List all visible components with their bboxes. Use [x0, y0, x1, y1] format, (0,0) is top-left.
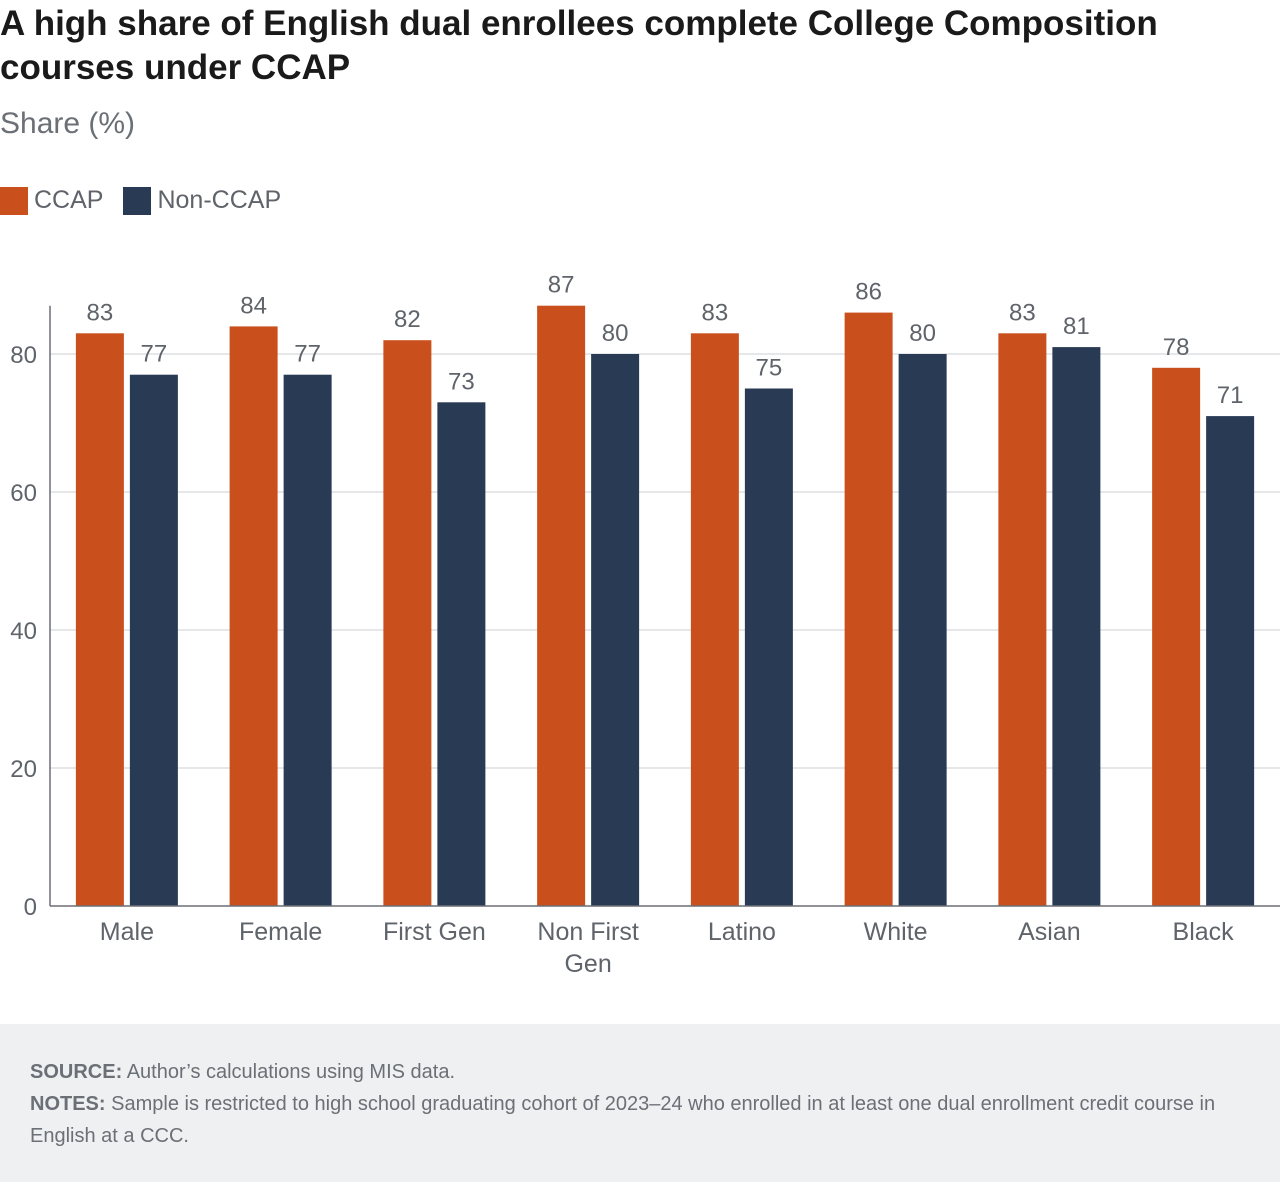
- notes-line: NOTES: Sample is restricted to high scho…: [30, 1088, 1250, 1152]
- source-line: SOURCE: Author’s calculations using MIS …: [30, 1056, 1250, 1088]
- bar-ccap-asian: [998, 333, 1047, 906]
- legend-item-ccap: CCAP: [0, 186, 103, 215]
- x-tick-label-black: Black: [1173, 918, 1235, 946]
- x-tick-label-white: White: [864, 918, 928, 946]
- data-label-ccap-first-gen: 82: [394, 306, 421, 333]
- data-label-non-ccap-male: 77: [141, 341, 168, 368]
- bar-ccap-white: [844, 312, 893, 907]
- y-tick-label-40: 40: [10, 618, 37, 645]
- data-label-ccap-female: 84: [240, 292, 267, 319]
- bar-non-ccap-asian: [1052, 347, 1101, 907]
- bar-ccap-non-first-gen: [537, 305, 586, 906]
- x-tick-label-first-gen: First Gen: [383, 918, 486, 946]
- legend-label-ccap: CCAP: [34, 186, 104, 214]
- x-tick-label-asian: Asian: [1018, 918, 1081, 946]
- y-tick-label-80: 80: [10, 342, 37, 369]
- data-label-non-ccap-first-gen: 73: [448, 368, 475, 395]
- data-label-ccap-non-first-gen: 87: [548, 272, 575, 299]
- data-label-ccap-asian: 83: [1009, 299, 1036, 326]
- legend-swatch-non-ccap: [123, 186, 152, 215]
- bar-ccap-female: [229, 326, 278, 906]
- legend-swatch-ccap: [0, 186, 28, 215]
- legend-item-non-ccap: Non-CCAP: [123, 186, 281, 215]
- data-label-non-ccap-latino: 75: [756, 355, 783, 382]
- x-tick-label-latino: Latino: [708, 918, 776, 946]
- x-tick-label-female: Female: [239, 918, 322, 946]
- chart-title: A high share of English dual enrollees c…: [0, 4, 1158, 87]
- bar-non-ccap-female: [283, 374, 332, 906]
- data-label-non-ccap-black: 71: [1217, 382, 1244, 409]
- x-tick-label-male: Male: [100, 918, 154, 946]
- bar-non-ccap-non-first-gen: [591, 354, 640, 906]
- legend: CCAP Non-CCAP: [0, 186, 301, 215]
- bar-ccap-male: [75, 333, 124, 906]
- y-tick-label-0: 0: [24, 894, 37, 921]
- bar-ccap-first-gen: [383, 340, 432, 906]
- y-tick-label-60: 60: [10, 480, 37, 507]
- data-label-ccap-white: 86: [855, 279, 882, 306]
- notes-label: NOTES:: [30, 1093, 106, 1115]
- data-label-non-ccap-white: 80: [909, 320, 936, 347]
- bar-non-ccap-first-gen: [437, 402, 486, 906]
- bar-non-ccap-male: [129, 374, 178, 906]
- footer: SOURCE: Author’s calculations using MIS …: [0, 1024, 1280, 1182]
- bar-non-ccap-white: [898, 354, 947, 906]
- bar-chart: 0 20 40 60 80 83 77 Male 84 77 Female 82 73 First Gen…: [10, 272, 1280, 978]
- data-label-ccap-male: 83: [87, 299, 114, 326]
- source-label: SOURCE:: [30, 1061, 123, 1083]
- data-label-ccap-latino: 83: [702, 299, 729, 326]
- data-label-non-ccap-asian: 81: [1063, 313, 1090, 340]
- bar-non-ccap-black: [1206, 416, 1255, 906]
- bar-non-ccap-latino: [744, 388, 793, 906]
- data-label-ccap-black: 78: [1163, 334, 1190, 361]
- notes-text: Sample is restricted to high school grad…: [30, 1093, 1216, 1147]
- data-label-non-ccap-female: 77: [294, 341, 321, 368]
- bar-ccap-latino: [690, 333, 739, 906]
- data-label-non-ccap-non-first-gen: 80: [602, 320, 629, 347]
- y-tick-label-20: 20: [10, 756, 37, 783]
- legend-label-non-ccap: Non-CCAP: [157, 186, 282, 214]
- x-tick-label-non-first-gen: Non First Gen: [537, 918, 638, 978]
- bar-ccap-black: [1152, 367, 1201, 906]
- source-text: Author’s calculations using MIS data.: [126, 1061, 456, 1083]
- chart-subtitle: Share (%): [0, 107, 136, 140]
